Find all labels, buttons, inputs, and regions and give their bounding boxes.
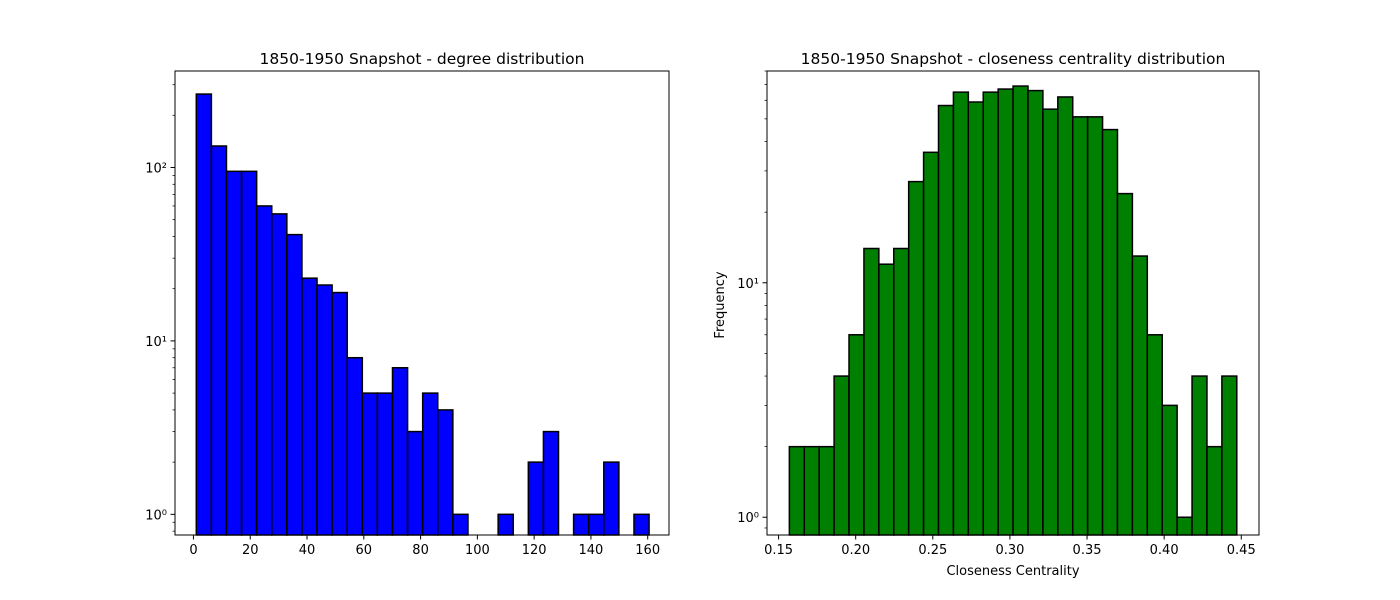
x-tick-label: 100 [465,543,490,558]
x-tick-label: 20 [242,543,259,558]
histogram-bar [818,445,835,536]
histogram-bar [376,392,394,536]
histogram-bar [952,91,970,536]
histogram-bar [1176,516,1193,536]
histogram-bar [210,145,228,536]
histogram-bar [572,513,590,536]
histogram-bar [331,291,348,536]
histogram-bar [788,445,806,536]
x-tick-label: 40 [299,543,316,558]
histogram-bar [421,392,439,536]
degree-distribution-chart: 0 20 40 60 80 100 120 140 160 10⁰ 10¹ 10² 1850-195… [145,50,670,558]
histogram-bar [1012,85,1029,536]
histogram-bar [893,247,910,536]
x-tick-label: 0.15 [764,543,793,558]
x-tick-label: 0.40 [1150,543,1179,558]
histogram-bar [1161,404,1178,536]
histogram-bar [195,93,213,536]
histogram-bar [406,430,424,536]
y-tick-label: 10² [145,161,167,176]
x-tick-label: 0.25 [918,543,947,558]
histogram-bar [225,170,243,536]
plot-frame [766,70,1260,536]
degree-bars [195,93,650,536]
x-tick-label: 120 [522,543,547,558]
histogram-bar [907,180,925,536]
histogram-bar [587,513,605,536]
histogram-bar [803,445,820,536]
x-tick-label: 60 [356,543,373,558]
histogram-bar [848,334,865,536]
histogram-bar [497,513,514,536]
x-axis-ticks: 0.15 0.20 0.25 0.30 0.35 0.40 0.45 [764,535,1256,558]
y-axis-ticks: 10⁰ 10¹ [737,70,767,529]
histogram-bar [391,367,409,536]
closeness-bars [788,85,1238,536]
histogram-bar [633,513,650,536]
y-tick-label: 10¹ [737,277,759,292]
histogram-bar [922,151,940,536]
chart-title: 1850-1950 Snapshot - degree distribution [260,50,585,68]
x-tick-label: 0.45 [1227,543,1256,558]
histogram-bar [1042,108,1059,536]
histogram-bar [286,233,303,536]
histogram-bar [1086,116,1104,536]
histogram-bar [452,513,469,536]
histogram-bar [863,247,880,536]
y-axis-ticks: 10⁰ 10¹ 10² [145,84,175,532]
histogram-bar [527,461,545,536]
x-tick-label: 0 [189,543,197,558]
chart-title: 1850-1950 Snapshot - closeness centralit… [801,50,1226,68]
histogram-bar [1101,128,1119,536]
x-tick-label: 140 [579,543,604,558]
histogram-bar [1071,116,1089,536]
y-tick-label: 10¹ [145,335,167,350]
x-tick-label: 80 [412,543,429,558]
histogram-bar [240,170,258,536]
histogram-bar [1027,89,1044,536]
histogram-bar [937,104,955,536]
histogram-bar [316,284,333,536]
histogram-bar [1131,255,1149,536]
histogram-bar [361,392,379,536]
histogram-bar [878,263,895,536]
x-axis-label: Closeness Centrality [946,564,1079,579]
histogram-bar [997,88,1014,536]
histogram-bar [542,430,560,536]
histogram-bar [1057,96,1074,536]
histogram-bar [967,101,984,536]
histogram-bar [271,213,288,536]
histogram-bar [1116,192,1134,536]
x-tick-label: 0.30 [995,543,1024,558]
y-tick-label: 10⁰ [145,508,167,523]
closeness-distribution-chart: 0.15 0.20 0.25 0.30 0.35 0.40 0.45 10⁰ 10¹ 1850… [713,50,1260,579]
histogram-bar [1221,375,1238,536]
histogram-bar [1191,375,1208,536]
histogram-bar [346,356,364,536]
histogram-bar [1146,334,1163,536]
y-axis-label: Frequency [713,271,728,338]
x-axis-ticks: 0 20 40 60 80 100 120 140 160 [189,535,660,558]
histogram-bar [833,375,850,536]
y-tick-label: 10⁰ [737,511,759,526]
x-tick-label: 160 [635,543,660,558]
histogram-bar [437,409,454,536]
histogram-bar [301,277,318,536]
histogram-bar [255,205,273,536]
x-tick-label: 0.35 [1073,543,1102,558]
histogram-bar [603,461,620,536]
plot-frame [174,70,670,536]
histogram-bar [982,91,999,536]
x-tick-label: 0.20 [841,543,870,558]
histogram-bar [1206,445,1223,536]
